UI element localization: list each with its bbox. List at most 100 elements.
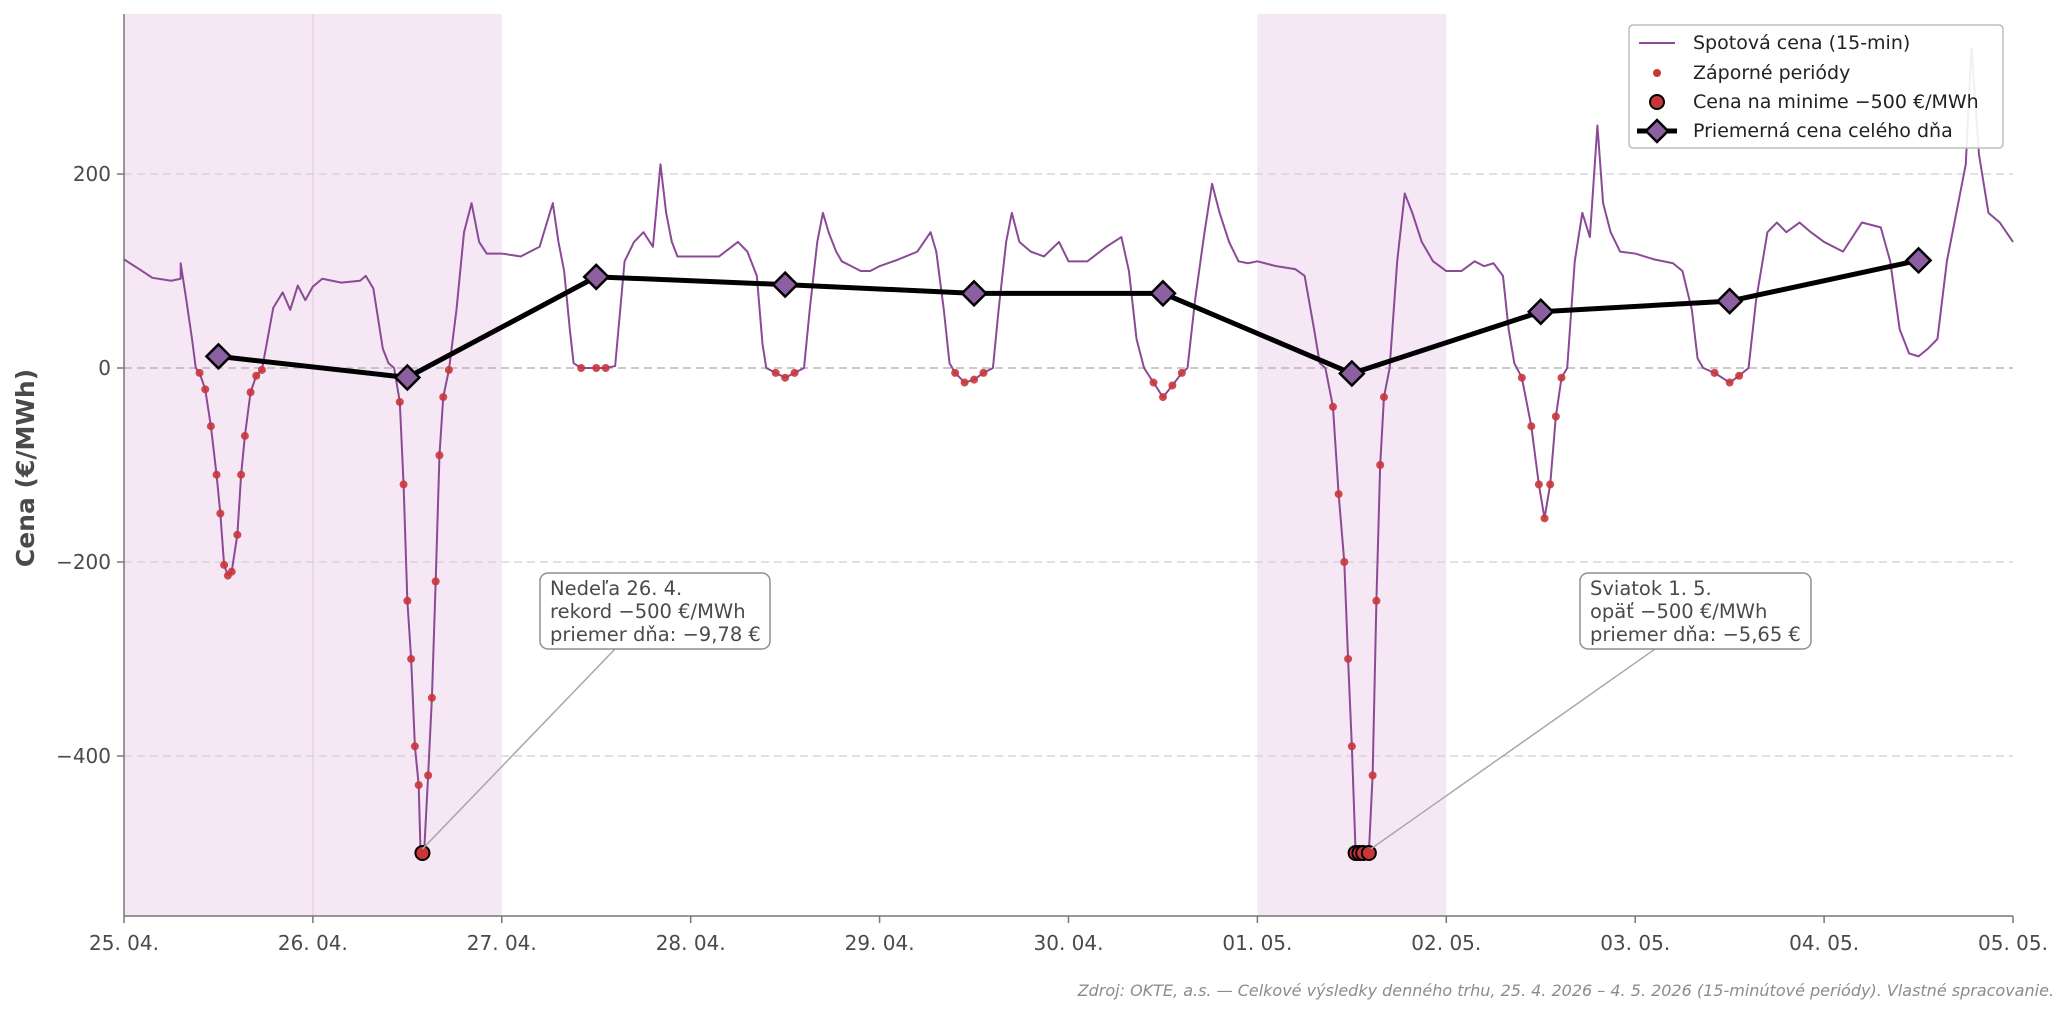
x-tick-label: 03. 05. [1600,931,1670,955]
negative-period-point [1710,368,1719,377]
negative-period-point [252,371,261,380]
negative-period-point [206,422,215,431]
y-axis-label: Cena (€/MWh) [11,369,40,567]
daily-average-marker [1715,287,1744,315]
daily-average-marker [1149,279,1177,308]
negative-period-point [237,470,246,479]
negative-period-point [1534,480,1543,489]
annotation-text: opäť −500 €/MWh [1590,600,1767,623]
negative-period-point [592,364,601,373]
negative-period-point [212,470,221,479]
negative-period-point [1379,393,1388,402]
x-tick-label: 28. 04. [656,931,726,955]
negative-period-point [195,368,204,377]
x-tick-label: 27. 04. [467,931,537,955]
legend-min-icon [1649,94,1665,110]
negative-period-point [227,567,236,576]
x-tick-label: 04. 05. [1789,931,1859,955]
negative-period-point [233,530,242,539]
negative-period-point [979,368,988,377]
annotation-text: priemer dňa: −5,65 € [1590,623,1801,646]
negative-period-point [1340,557,1349,566]
negative-period-point [439,393,448,402]
negative-period-point [240,431,249,440]
y-tick-labels: 200 0 −200 −400 [56,162,124,768]
negative-period-point [1546,480,1555,489]
daily-average-marker [582,263,611,291]
annotation-box [1579,572,1812,650]
daily-average-marker [1338,359,1366,388]
x-tick-label: 05. 05. [1978,931,2048,955]
negative-period-point [1735,371,1744,380]
negative-period-point [257,365,266,374]
x-tick-label: 29. 04. [845,931,915,955]
annotation-arrow [1370,648,1656,850]
negative-period-point [444,365,453,374]
y-tick-label: −400 [56,744,111,768]
y-tick-label: 200 [73,162,111,186]
negative-period-point [1334,490,1343,499]
negative-period-point [577,364,586,373]
legend-label: Cena na minime −500 €/MWh [1693,91,1979,113]
negative-period-point [201,385,210,394]
negative-period-point [427,693,436,702]
negative-period-point [1527,422,1536,431]
legend-dot-icon [1653,69,1661,77]
negative-period-point [220,560,229,569]
negative-period-point [1177,368,1186,377]
negative-period-point [970,375,979,384]
negative-period-point [410,742,419,751]
x-tick-label: 26. 04. [278,931,348,955]
daily-average-marker [204,342,233,371]
shaded-period [1257,14,1447,916]
annotation-arrow [421,648,616,850]
x-tick-label: 02. 05. [1411,931,1481,955]
negative-period-point [246,388,255,397]
negative-period-point [424,771,433,780]
min-price-point [414,844,431,861]
negative-period-point [790,368,799,377]
negative-period-point [431,577,440,586]
negative-period-point [1725,378,1734,387]
daily-average-marker [1526,297,1555,326]
x-tick-label: 25. 04. [89,931,159,955]
negative-period-point [403,596,412,605]
x-tick-labels: 25. 04. 26. 04. 27. 04. 28. 04. 29. 04. 30. 0… [89,916,2048,955]
y-tick-label: −200 [56,550,111,574]
spot-price-line [123,46,2014,854]
daily-average-marker [960,279,988,308]
negative-period-point [1517,373,1526,382]
negative-period-point [1372,596,1381,605]
negative-period-point [414,781,423,790]
negative-period-point [1347,742,1356,751]
x-tick-label: 30. 04. [1034,931,1104,955]
negative-period-point [1328,402,1337,411]
x-tick-label: 01. 05. [1222,931,1292,955]
negative-period-point [1557,373,1566,382]
negative-period-point [601,364,610,373]
series [123,46,2014,861]
legend-label: Záporné periódy [1693,62,1850,84]
daily-average-marker [771,270,799,299]
negative-period-point [1551,412,1560,421]
negative-period-point [1368,771,1377,780]
negative-period-point [1149,378,1158,387]
daily-average-marker [393,363,422,392]
daily-average-line [218,257,1920,380]
grid-lines [124,173,2013,757]
negative-period-point [1540,514,1549,523]
source-note: Zdroj: OKTE, a.s. — Celkové výsledky den… [1077,981,2054,1000]
negative-period-point [781,373,790,382]
annotation-text: Nedeľa 26. 4. [550,577,682,600]
negative-period-point [1168,381,1177,390]
negative-period-point [951,368,960,377]
negative-period-point [960,378,969,387]
negative-period-point [407,654,416,663]
weekend-holiday-shading [124,14,1447,916]
legend-avg-marker-icon [1644,118,1670,144]
negative-period-point [435,451,444,460]
legend-box [1628,24,2004,149]
negative-period-point [395,397,404,406]
negative-period-point [1158,393,1167,402]
